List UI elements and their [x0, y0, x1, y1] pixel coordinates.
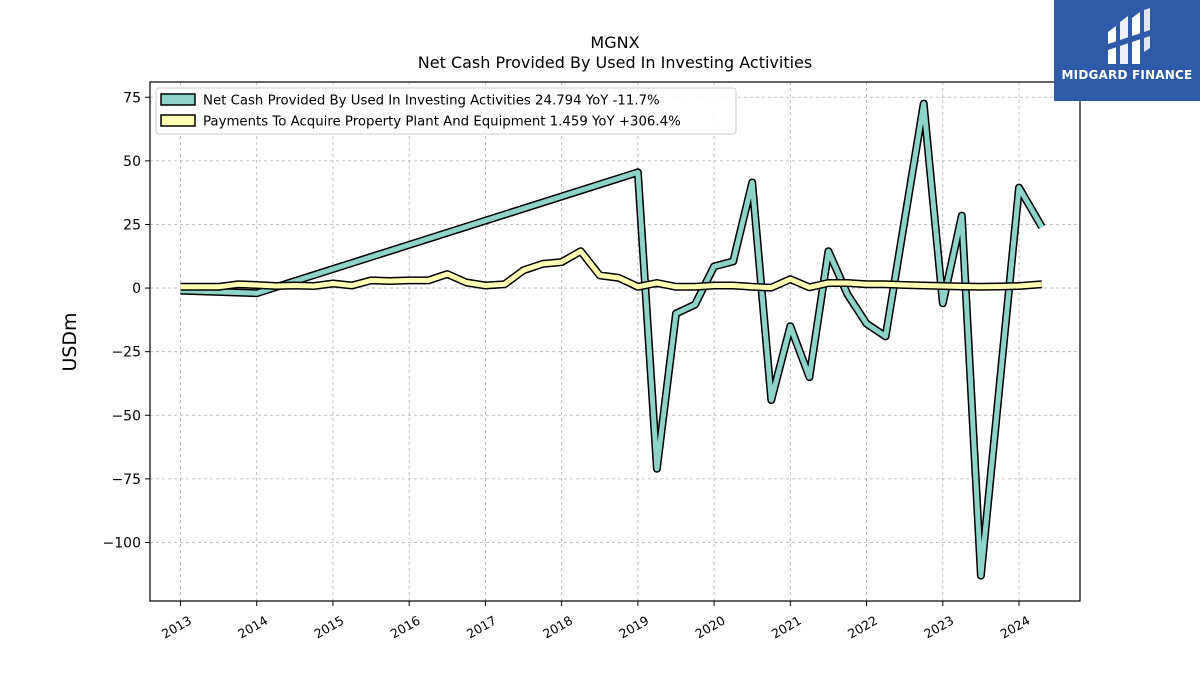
midgard-logo-icon — [1108, 8, 1150, 64]
legend-swatch-capex — [160, 114, 196, 127]
legend: Net Cash Provided By Used In Investing A… — [155, 87, 737, 135]
x-tick-label: 2021 — [769, 613, 804, 642]
y-tick-label: −25 — [111, 345, 141, 361]
x-tick-label: 2023 — [921, 613, 956, 642]
y-tick-label: 0 — [132, 281, 141, 297]
y-tick-label: −100 — [103, 535, 141, 551]
x-tick-label: 2020 — [693, 613, 728, 642]
logo-text: MIDGARD FINANCE — [1061, 68, 1193, 82]
y-tick-label: 25 — [123, 217, 141, 233]
plot-frame — [149, 81, 1081, 602]
x-tick-label: 2019 — [616, 613, 651, 642]
series-layer — [180, 99, 1046, 580]
x-tick-label: 2022 — [845, 613, 880, 642]
chart-title: MGNX — [590, 33, 639, 52]
x-tick-label: 2013 — [159, 613, 194, 642]
x-tick-label: 2015 — [311, 613, 346, 642]
x-tick-label: 2014 — [235, 613, 270, 642]
y-tick-label: 50 — [123, 154, 141, 170]
x-tick-label: 2016 — [388, 613, 423, 642]
x-tick-label: 2018 — [540, 613, 575, 642]
x-tick-label: 2017 — [464, 613, 499, 642]
series-line-capex — [180, 248, 1043, 291]
legend-frame — [155, 87, 737, 135]
x-tick-label: 2024 — [997, 613, 1032, 642]
midgard-finance-logo: MIDGARD FINANCE — [1054, 0, 1200, 101]
series-line-net-cash — [180, 101, 1045, 579]
legend-label-capex: Payments To Acquire Property Plant And E… — [203, 115, 681, 130]
series-line-outline — [180, 247, 1043, 292]
y-tick-label: 75 — [123, 90, 141, 106]
y-axis-label: USDm — [59, 312, 81, 371]
legend-swatch-net-cash — [160, 93, 196, 106]
legend-label-net-cash: Net Cash Provided By Used In Investing A… — [203, 94, 660, 109]
chart-subtitle: Net Cash Provided By Used In Investing A… — [418, 53, 812, 72]
y-tick-label: −75 — [111, 472, 141, 488]
axis-ticks: 75 50 25 0 −25 −50 −75 −100 2013 2014 2015 2016 2017… — [103, 90, 1033, 641]
grid — [150, 82, 1080, 601]
y-tick-label: −50 — [111, 408, 141, 424]
